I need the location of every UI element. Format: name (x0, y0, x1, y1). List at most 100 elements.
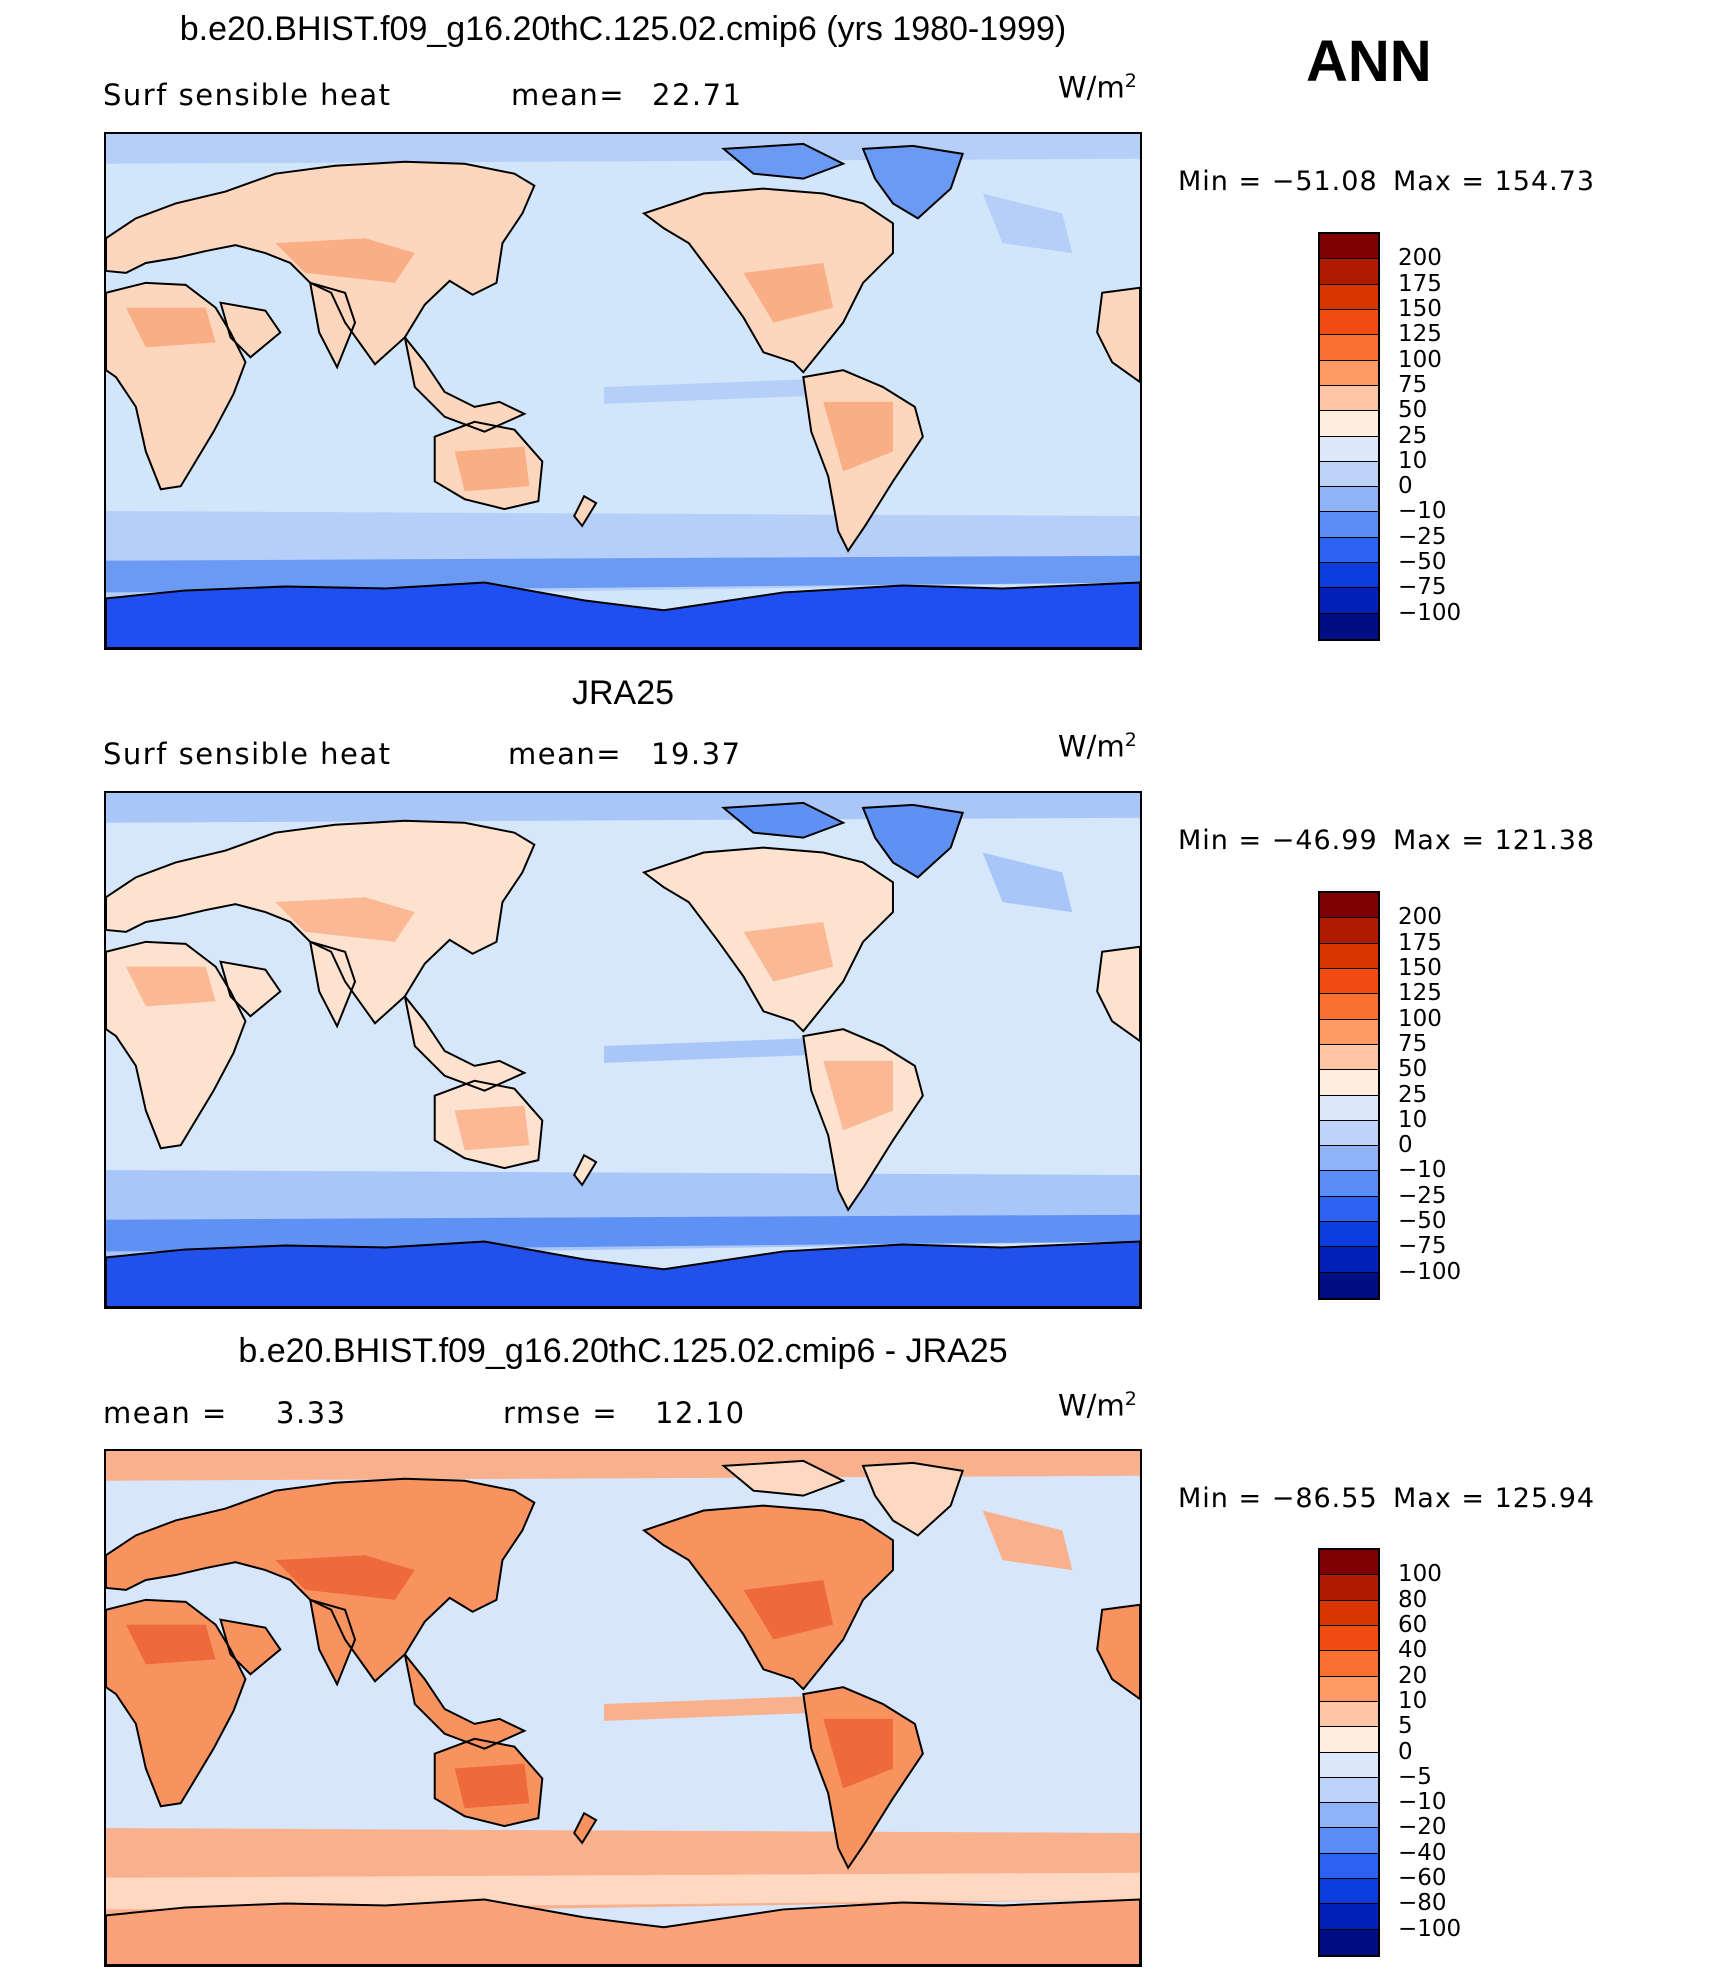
field-pacific-band (604, 1036, 864, 1063)
coastline-arctic_islands (721, 1459, 846, 1497)
field-arctic (106, 793, 1140, 823)
colorbar-swatch (1320, 1171, 1378, 1197)
land-nz (574, 496, 597, 526)
colorbar-label: −10 (1398, 498, 1447, 525)
colorbar-swatch (1320, 1828, 1378, 1854)
field-namerica-core (743, 921, 834, 982)
panel-2-units: W/m2 (1058, 729, 1137, 764)
field-pacific-band (604, 377, 864, 404)
coastline-africa_east (1096, 286, 1140, 384)
coastline-samerica (802, 1028, 924, 1212)
coastline-greenland (861, 1461, 965, 1537)
colorbar-swatch (1320, 918, 1378, 944)
colorbar-swatch (1320, 1879, 1378, 1905)
field-asia-core (275, 897, 415, 942)
coastline-africa_east (1096, 945, 1140, 1043)
field-arctic (106, 134, 1140, 164)
colorbar-label: 5 (1398, 1713, 1413, 1740)
panel-3-colorbar (1318, 1548, 1380, 1957)
panel-1-mean-label: mean= (511, 78, 626, 112)
panel-1-min: Min = −51.08 (1178, 166, 1378, 197)
colorbar-label: 60 (1398, 1611, 1428, 1638)
colorbar-label: −50 (1398, 1208, 1447, 1235)
colorbar-swatch (1320, 436, 1378, 462)
land-africa_east (1097, 946, 1140, 1042)
coastline-arabia (219, 301, 282, 359)
colorbar-swatch (1320, 893, 1378, 919)
coastline-nz (573, 1811, 598, 1845)
field-n-atlantic (982, 193, 1073, 254)
colorbar-swatch (1320, 335, 1378, 361)
land-india (310, 282, 356, 368)
panel-3-min: Min = −86.55 (1178, 1483, 1378, 1514)
panel-3-mean-label: mean = (103, 1396, 228, 1430)
coastline-australia (433, 420, 544, 511)
colorbar-label: 100 (1398, 1005, 1442, 1032)
colorbar-label: 150 (1398, 954, 1442, 981)
colorbar-swatch (1320, 1095, 1378, 1121)
field-samerica-core (823, 401, 893, 472)
panel-2-mean-value: 19.37 (651, 737, 742, 771)
colorbar-label: 50 (1398, 397, 1428, 424)
coastline-greenland (861, 803, 965, 879)
colorbar-swatch (1320, 1247, 1378, 1273)
colorbar-swatch (1320, 994, 1378, 1020)
land-arctic_islands (723, 802, 844, 838)
colorbar-swatch (1320, 1070, 1378, 1096)
panel-2-map-canvas (106, 793, 1140, 1307)
field-n-atlantic (982, 852, 1073, 913)
coastline-seasia (403, 336, 527, 433)
colorbar-label: −20 (1398, 1814, 1447, 1841)
colorbar-swatch (1320, 1651, 1378, 1677)
colorbar-label: 100 (1398, 1561, 1442, 1588)
colorbar-label: 40 (1398, 1637, 1428, 1664)
coastline-samerica (802, 1686, 924, 1870)
coastline-africa (106, 940, 247, 1150)
panel-2-mean-label: mean= (508, 737, 623, 771)
panel-1-map-canvas (106, 134, 1140, 648)
panel-1-mean-value: 22.71 (652, 78, 743, 112)
colorbar-swatch (1320, 1676, 1378, 1702)
coastline-africa_east (1096, 1603, 1140, 1701)
colorbar-label: 200 (1398, 245, 1442, 272)
colorbar-label: −80 (1398, 1890, 1447, 1917)
colorbar-swatch (1320, 943, 1378, 969)
coastline-india (308, 940, 357, 1029)
coastline-namerica (641, 1504, 894, 1691)
field-australia-core (454, 1105, 530, 1151)
colorbar-label: −60 (1398, 1865, 1447, 1892)
coastline-nz (573, 494, 598, 528)
coastline-seasia (403, 995, 527, 1092)
coastline-antarctica (106, 1898, 1140, 1965)
colorbar-label: −5 (1398, 1763, 1432, 1790)
land-seasia (404, 996, 525, 1091)
coastline-arabia (219, 1618, 282, 1676)
land-seasia (404, 1654, 525, 1749)
colorbar-label: 150 (1398, 295, 1442, 322)
colorbar-label: 125 (1398, 980, 1442, 1007)
field-namerica-core (743, 1579, 834, 1640)
colorbar-label: 125 (1398, 321, 1442, 348)
field-pacific-band (604, 1694, 864, 1721)
panel-3-rmse-value: 12.10 (655, 1396, 746, 1430)
coastline-seasia (403, 1653, 527, 1750)
field-australia-core (454, 446, 530, 492)
colorbar-label: 50 (1398, 1056, 1428, 1083)
land-antarctica (106, 582, 1140, 648)
land-africa_east (1097, 287, 1140, 383)
coastline-greenland (861, 144, 965, 220)
panel-1-variable-label: Surf sensible heat (103, 78, 392, 112)
panel-2-colorbar (1318, 891, 1380, 1300)
colorbar-swatch (1320, 461, 1378, 488)
panel-3-mean-value: 3.33 (276, 1396, 347, 1430)
panel-2-map (104, 791, 1142, 1309)
land-india (310, 941, 356, 1027)
colorbar-label: −100 (1398, 1258, 1462, 1285)
field-sahara (125, 966, 216, 1007)
colorbar-label: 25 (1398, 1081, 1428, 1108)
coastline-namerica (641, 846, 894, 1033)
land-india (310, 1599, 356, 1685)
land-seasia (404, 337, 525, 432)
colorbar-swatch (1320, 360, 1378, 386)
field-samerica-core (823, 1718, 893, 1789)
